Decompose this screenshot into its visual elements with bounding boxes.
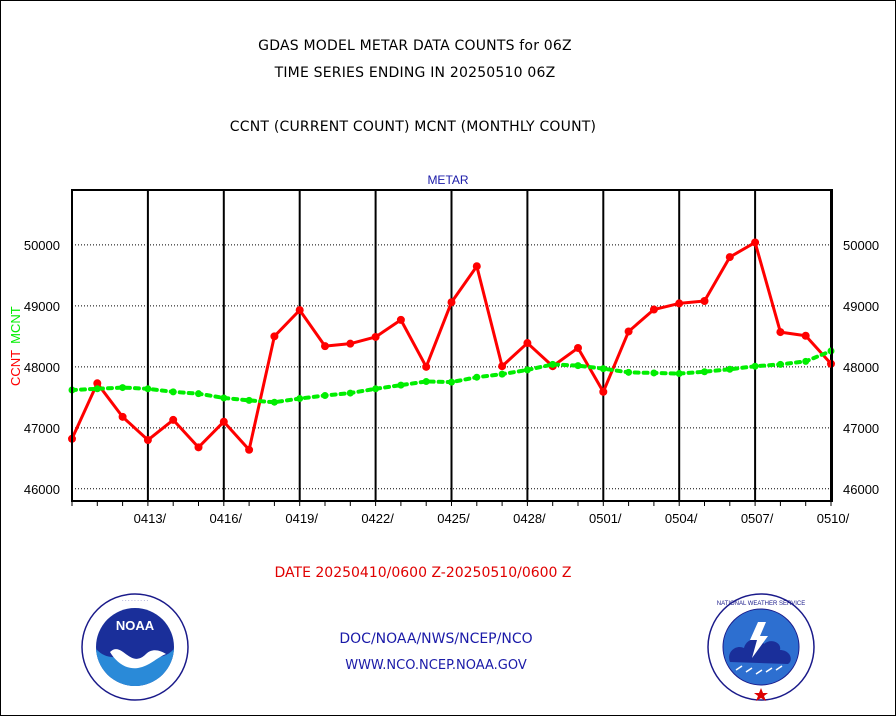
data-point-mcnt	[498, 370, 506, 378]
noaa-logo-wordmark: NOAA	[116, 618, 155, 633]
data-point-ccnt	[624, 327, 633, 336]
data-point-mcnt	[751, 362, 759, 370]
chart-header-label: METAR	[427, 173, 468, 187]
data-point-mcnt	[195, 390, 202, 398]
data-point-ccnt	[346, 339, 355, 348]
data-point-ccnt	[498, 362, 507, 371]
data-point-ccnt	[801, 331, 810, 340]
x-tick-label: 0419/	[285, 511, 318, 526]
y-tick-label-right: 48000	[843, 360, 879, 375]
x-tick-label: 0504/	[665, 511, 698, 526]
svg-text:· · · · · · · · ·: · · · · · · · · ·	[122, 598, 148, 604]
data-point-mcnt	[448, 378, 455, 386]
data-point-ccnt	[700, 296, 709, 305]
x-tick-label: 0416/	[210, 511, 243, 526]
x-tick-label: 0501/	[589, 511, 622, 526]
y-tick-label-right: 50000	[843, 238, 879, 253]
data-point-ccnt	[194, 443, 203, 452]
data-point-mcnt	[220, 394, 228, 402]
labels: 46000 46000 47000 47000 48000 48000 49000 49000…	[8, 173, 879, 526]
y-tick-label-left: 49000	[24, 299, 60, 314]
data-point-mcnt	[802, 357, 810, 365]
x-tick-label: 0413/	[134, 511, 167, 526]
data-point-mcnt	[701, 368, 708, 376]
data-point-ccnt	[321, 342, 329, 351]
data-point-ccnt	[143, 436, 152, 445]
date-range-label: DATE 20250410/0600 Z-20250510/0600 Z	[274, 565, 572, 581]
y-tick-label-left: 46000	[24, 482, 60, 497]
data-point-ccnt	[649, 305, 658, 314]
data-point-mcnt	[650, 369, 658, 377]
chart-legend-caption: CCNT (CURRENT COUNT) MCNT (MONTHLY COUNT…	[229, 119, 597, 135]
y-tick-label-left: 47000	[24, 421, 60, 436]
y-axis-label-mcnt: MCNT	[8, 306, 23, 344]
x-tick-label: 0422/	[361, 511, 394, 526]
data-point-ccnt	[295, 306, 304, 315]
data-point-ccnt	[219, 417, 228, 426]
data-point-ccnt	[523, 339, 532, 348]
chart-title: GDAS MODEL METAR DATA COUNTS for 06Z	[258, 38, 572, 54]
nws-logo-wordmark: NATIONAL WEATHER SERVICE	[717, 601, 805, 607]
data-point-mcnt	[270, 398, 278, 406]
data-point-ccnt	[675, 299, 684, 308]
plot-border	[71, 189, 833, 502]
footer-website-link[interactable]: WWW.NCO.NCEP.NOAA.GOV	[345, 658, 527, 673]
y-axis-label-ccnt: CCNT	[8, 350, 23, 386]
data-point-mcnt	[574, 362, 582, 370]
x-tick-label: 0510/	[817, 511, 850, 526]
data-point-mcnt	[245, 396, 253, 404]
data-point-mcnt	[549, 360, 557, 368]
data-point-mcnt	[372, 385, 380, 393]
data-point-ccnt	[396, 315, 405, 324]
x-tick-label: 0507/	[741, 511, 774, 526]
data-point-ccnt	[447, 298, 456, 307]
data-point-ccnt	[169, 415, 178, 424]
data-point-mcnt	[169, 388, 177, 396]
data-point-mcnt	[346, 389, 354, 397]
footer-org-path: DOC/NOAA/NWS/NCEP/NCO	[339, 631, 533, 647]
data-point-ccnt	[574, 343, 582, 352]
x-tick-label: 0428/	[513, 511, 546, 526]
y-tick-label-left: 48000	[24, 360, 60, 375]
data-point-mcnt	[422, 377, 430, 385]
data-point-mcnt	[473, 373, 481, 381]
data-point-ccnt	[725, 253, 734, 262]
data-point-mcnt	[625, 368, 633, 376]
data-point-mcnt	[296, 395, 304, 403]
data-point-mcnt	[119, 384, 127, 392]
data-point-mcnt	[93, 385, 101, 393]
data-point-mcnt	[776, 360, 784, 368]
x-tick-label: 0425/	[437, 511, 470, 526]
nws-logo-icon: NATIONAL WEATHER SERVICE	[707, 593, 815, 701]
data-point-ccnt	[599, 387, 608, 396]
grid	[71, 190, 832, 506]
data-point-mcnt	[321, 392, 329, 400]
y-tick-label-right: 46000	[843, 482, 879, 497]
data-point-mcnt	[523, 366, 531, 374]
y-axis-label: CCNT MCNT	[8, 306, 23, 386]
data-point-ccnt	[422, 362, 431, 371]
data-point-mcnt	[144, 385, 152, 393]
data-point-mcnt	[599, 365, 607, 373]
data-point-mcnt	[726, 365, 734, 373]
data-point-ccnt	[776, 328, 785, 337]
data-point-mcnt	[397, 381, 405, 389]
data-point-ccnt	[93, 379, 102, 388]
data-point-ccnt	[118, 412, 127, 421]
data-point-ccnt	[472, 262, 481, 271]
data-point-mcnt	[675, 370, 683, 378]
data-point-ccnt	[245, 445, 254, 454]
data-point-ccnt	[270, 332, 279, 341]
y-tick-label-left: 50000	[24, 238, 60, 253]
data-point-ccnt	[371, 332, 380, 341]
y-tick-label-right: 49000	[843, 299, 879, 314]
data-point-ccnt	[751, 238, 760, 247]
noaa-logo-icon: NOAA · · · · · · · · ·	[81, 593, 189, 701]
y-tick-label-right: 47000	[843, 421, 879, 436]
chart-subtitle: TIME SERIES ENDING IN 20250510 06Z	[274, 65, 556, 81]
